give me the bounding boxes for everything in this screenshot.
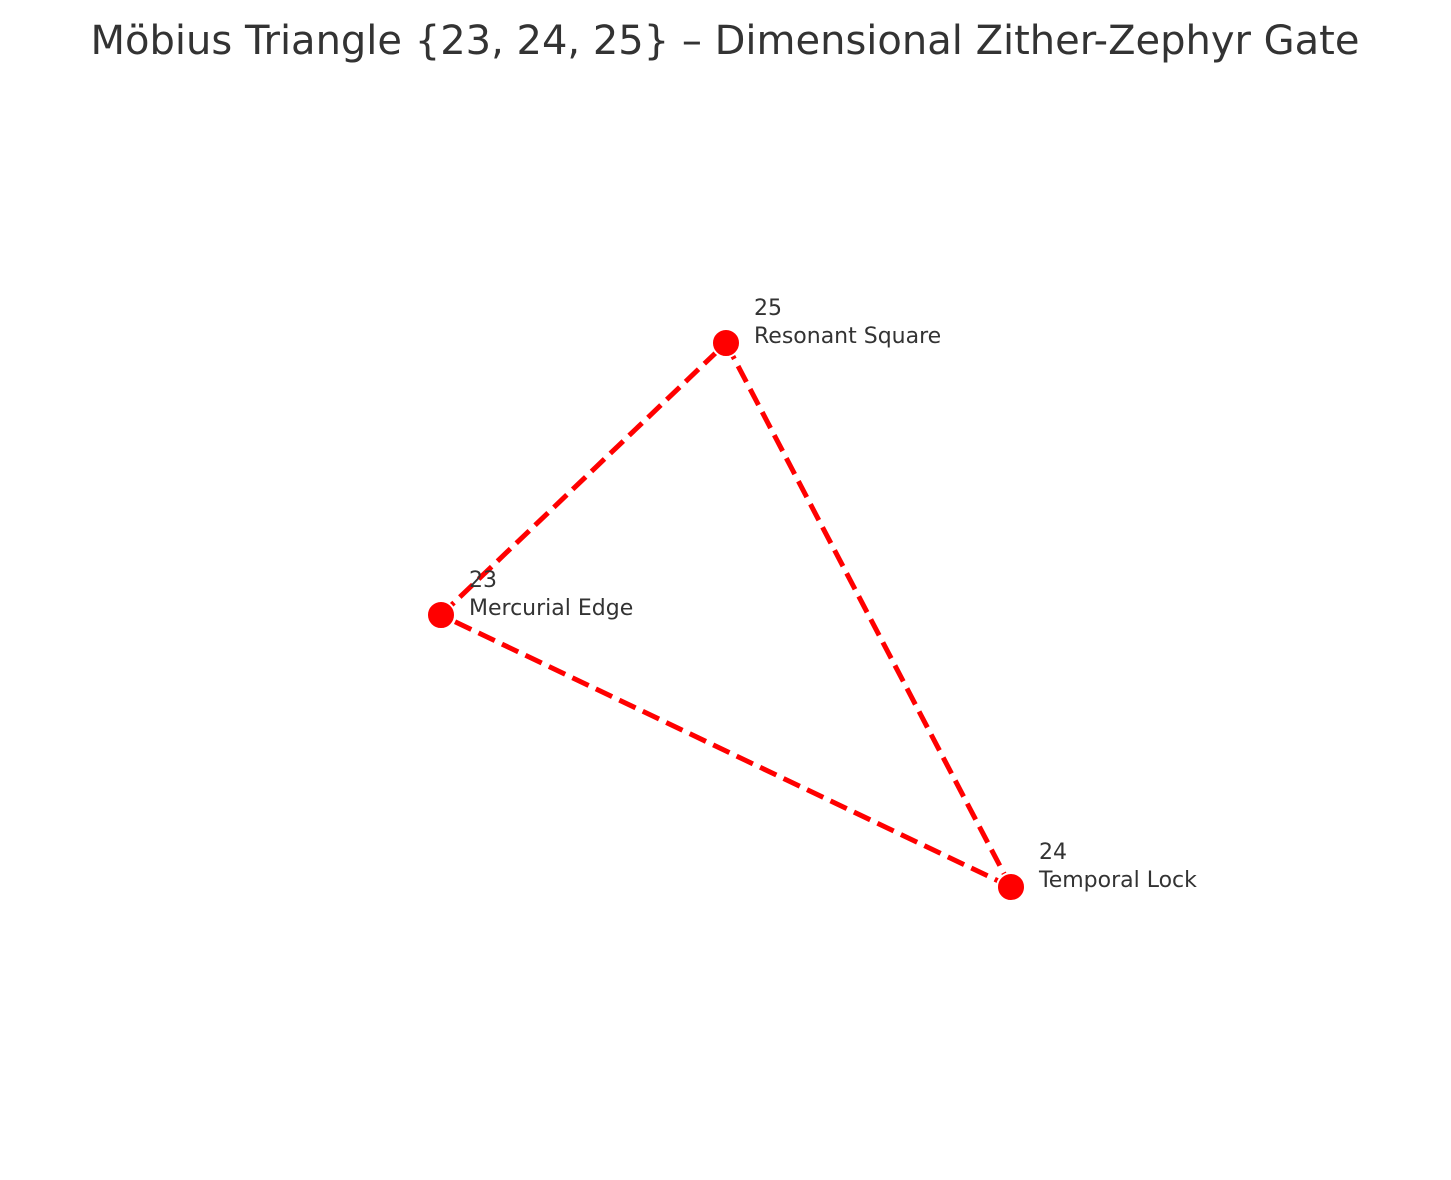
node-number-label: 25 <box>754 296 782 321</box>
node-number-label: 23 <box>469 568 497 593</box>
node-24 <box>996 872 1026 902</box>
edge-n23-n25 <box>439 341 728 617</box>
node-name-label: Resonant Square <box>754 324 941 349</box>
edge-n24-n23 <box>439 612 1013 890</box>
edge-n25-n24 <box>723 341 1014 889</box>
node-25 <box>711 328 741 358</box>
labels-layer: 23 Mercurial Edge 24 Temporal Lock 25 Resonan… <box>469 296 1197 893</box>
nodes-layer <box>426 328 1026 902</box>
node-number-label: 24 <box>1039 840 1067 865</box>
diagram-title: Möbius Triangle {23, 24, 25} – Dimension… <box>91 18 1360 64</box>
node-name-label: Mercurial Edge <box>469 596 633 621</box>
node-name-label: Temporal Lock <box>1038 868 1197 893</box>
node-23 <box>426 600 456 630</box>
edges-layer <box>439 341 1014 890</box>
